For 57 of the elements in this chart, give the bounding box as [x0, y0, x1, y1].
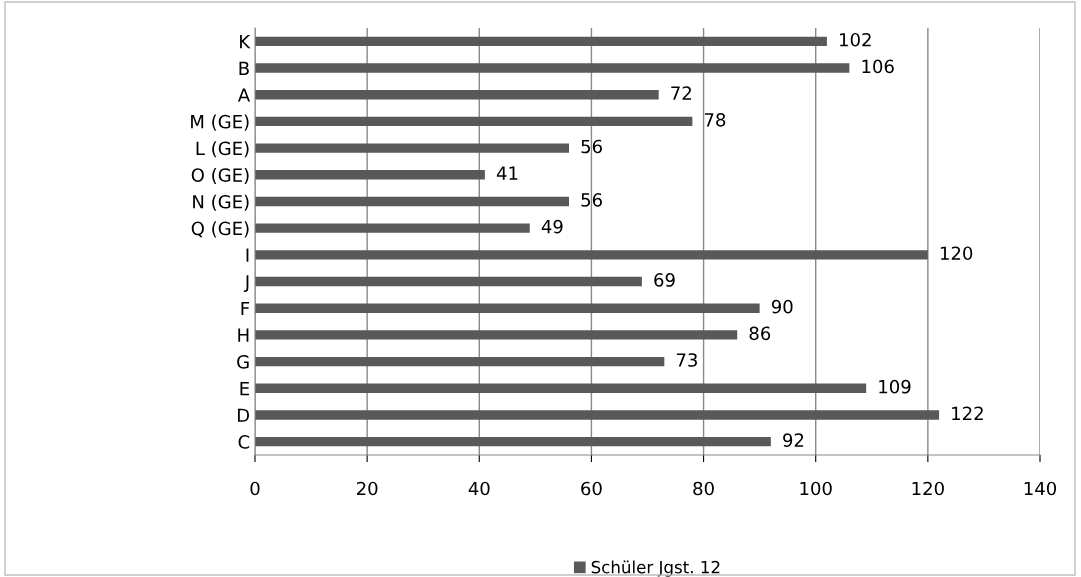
x-tick-label: 20 — [356, 481, 378, 496]
data-label: 120 — [940, 246, 973, 261]
x-tick-label: 100 — [800, 481, 832, 496]
data-label: 49 — [541, 219, 563, 234]
bar — [255, 410, 940, 420]
bar — [255, 250, 928, 260]
bar — [255, 90, 659, 100]
bar — [255, 116, 693, 127]
y-tick-label: N (GE) — [193, 194, 249, 211]
data-label: 69 — [654, 273, 675, 287]
data-label: 56 — [581, 139, 602, 154]
bar — [255, 356, 665, 367]
data-label: 92 — [783, 433, 804, 447]
data-label: 73 — [676, 353, 697, 367]
x-tick-label: 60 — [581, 481, 602, 496]
bar — [255, 223, 530, 233]
bar — [255, 170, 485, 180]
y-tick-label: F — [241, 301, 250, 316]
data-label: 106 — [862, 59, 894, 74]
bar — [255, 36, 827, 47]
data-label: 102 — [840, 32, 871, 47]
y-tick-label: O (GE) — [191, 167, 249, 185]
y-tick-label: D — [238, 408, 250, 422]
y-tick-label: C — [238, 435, 250, 449]
bar — [255, 383, 867, 393]
y-tick-label: G — [237, 355, 249, 369]
data-label: 122 — [952, 406, 983, 420]
y-tick-label: M (GE) — [191, 114, 249, 131]
y-tick-label: B — [239, 61, 249, 75]
y-tick-label: J — [243, 275, 249, 292]
x-tick-label: 40 — [468, 481, 490, 496]
data-label: 72 — [671, 86, 691, 100]
data-label: 41 — [496, 166, 518, 180]
y-tick-label: I — [246, 248, 249, 262]
data-label: 86 — [749, 326, 771, 341]
data-label: 109 — [879, 379, 911, 394]
bar — [255, 196, 569, 207]
x-tick-label: 140 — [1024, 481, 1057, 496]
bar — [255, 303, 760, 313]
y-tick-label: L (GE) — [196, 141, 249, 158]
bar — [255, 276, 642, 287]
legend-label: Schüler Jgst. 12 — [591, 560, 720, 577]
data-label: 56 — [581, 193, 602, 207]
x-tick-label: 0 — [250, 481, 260, 496]
bar — [255, 143, 569, 153]
y-tick-label: H — [238, 328, 249, 342]
x-tick-label: 80 — [693, 481, 714, 496]
x-tick-label: 120 — [912, 481, 944, 496]
data-label: 78 — [704, 112, 726, 127]
y-tick-label: A — [237, 88, 250, 102]
data-label: 90 — [771, 299, 793, 314]
y-tick-label: Q (GE) — [191, 221, 249, 238]
y-tick-label: E — [240, 381, 249, 396]
y-tick-label: K — [240, 35, 251, 49]
bar — [255, 436, 771, 447]
bar — [255, 63, 850, 73]
bar — [255, 330, 738, 340]
